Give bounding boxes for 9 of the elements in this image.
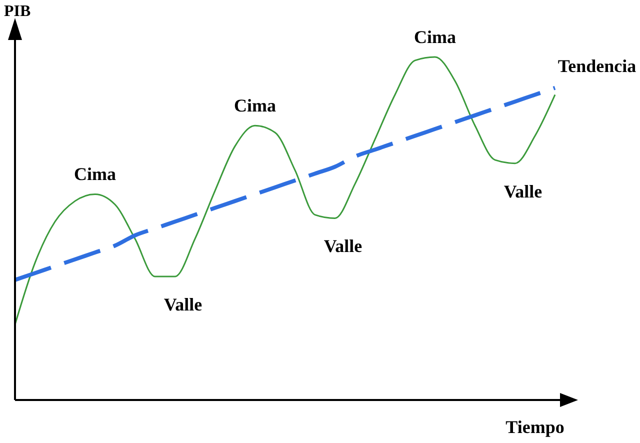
- annotation: Cima: [234, 96, 276, 116]
- annotation: Valle: [164, 294, 202, 315]
- series-label: Tendencia: [558, 56, 636, 76]
- x-axis-title: Tiempo: [506, 417, 564, 437]
- annotation: Cima: [74, 164, 116, 184]
- annotation: Valle: [504, 181, 542, 202]
- y-axis-title: PIB: [4, 3, 31, 20]
- text: Cima: [414, 27, 456, 47]
- annotation: Valle: [324, 236, 362, 256]
